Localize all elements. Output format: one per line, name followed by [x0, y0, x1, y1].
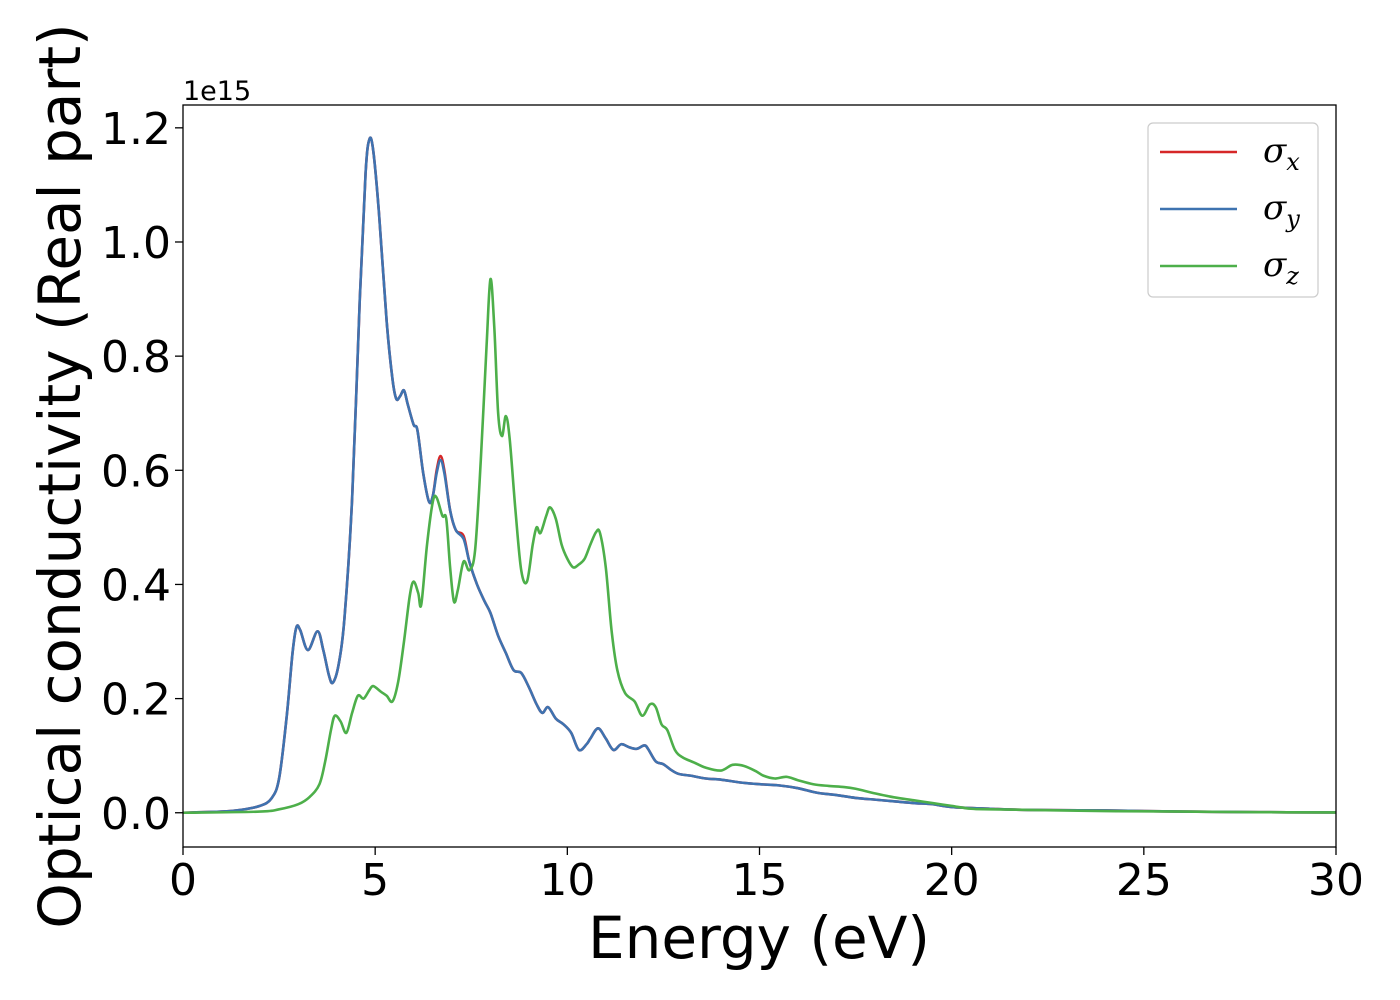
- x-axis-label: Energy (eV): [588, 904, 930, 972]
- y-tick-label: 0.8: [101, 332, 171, 383]
- x-tick-label: 25: [1116, 855, 1172, 906]
- x-axis: 0 5 10 15 20 25 30: [169, 847, 1364, 906]
- y-tick-label: 0.0: [101, 789, 171, 840]
- legend: σx σy σz: [1147, 122, 1319, 298]
- x-tick-label: 10: [539, 855, 595, 906]
- x-tick-label: 0: [169, 855, 197, 906]
- plot-background: [183, 105, 1336, 847]
- y-tick-label: 0.2: [101, 675, 171, 726]
- y-tick-label: 1.2: [101, 104, 171, 155]
- series-layer: [182, 136, 1337, 815]
- y-tick-label: 0.6: [101, 446, 171, 497]
- y-offset-label: 1e15: [183, 76, 251, 107]
- series-line-y: [182, 136, 1337, 815]
- x-tick-label: 5: [361, 855, 389, 906]
- x-tick-label: 15: [732, 855, 788, 906]
- legend-label-y: σy: [1263, 188, 1300, 233]
- legend-label-x: σx: [1263, 131, 1300, 176]
- x-tick-label: 30: [1308, 855, 1364, 906]
- x-tick-label: 20: [924, 855, 980, 906]
- legend-label-z: σz: [1263, 245, 1299, 290]
- y-tick-label: 1.0: [101, 218, 171, 269]
- y-axis: 0.0 0.2 0.4 0.6 0.8 1.0 1.2: [101, 104, 183, 840]
- y-axis-label: Optical conductivity (Real part): [26, 23, 94, 928]
- series-line-z: [182, 277, 1337, 815]
- y-tick-label: 0.4: [101, 560, 171, 611]
